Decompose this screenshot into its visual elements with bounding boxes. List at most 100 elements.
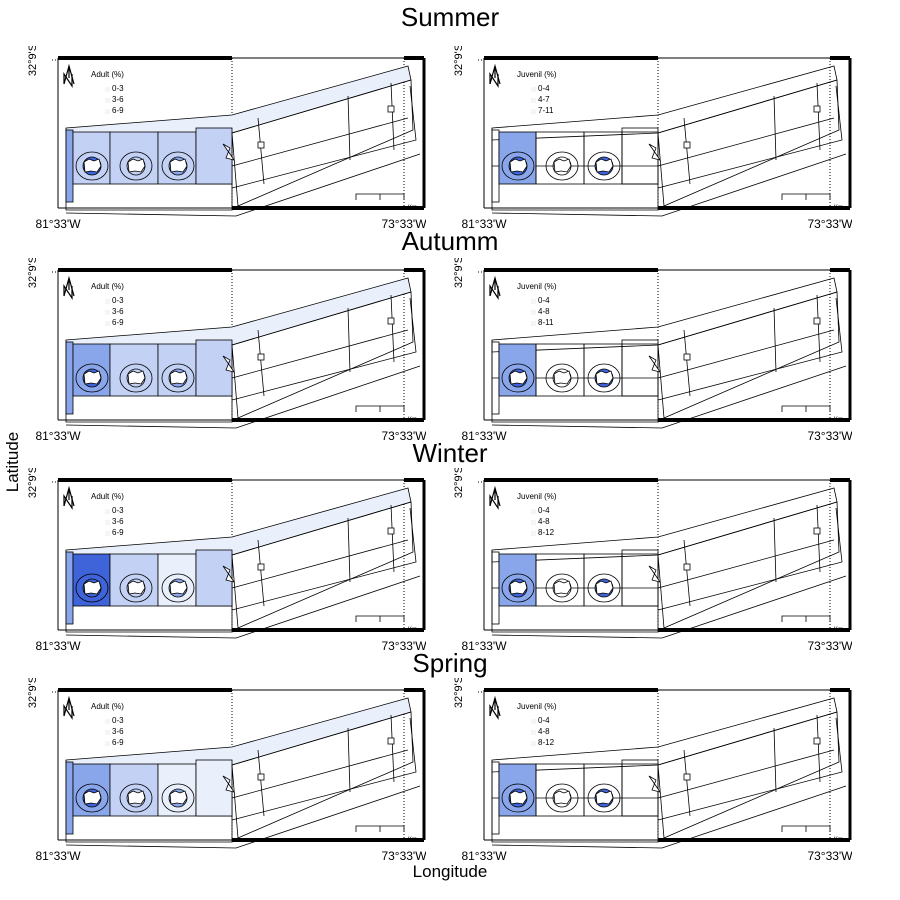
north-arrow-icon (489, 63, 501, 88)
north-arrow-icon (63, 63, 75, 88)
island-shape (169, 158, 188, 173)
legend-swatch (531, 531, 536, 536)
island-buffer-ring (119, 783, 153, 813)
legend-swatch (105, 98, 110, 103)
zone-cell-c5 (621, 549, 659, 607)
island-buffer-ring (161, 783, 195, 813)
north-arrow-icon (63, 695, 75, 720)
map-panel: 32°9'S 81°33'W 73°33'W Juvenil (%) 0-4 4-8 8-1… (453, 678, 852, 863)
map-panel: 32°9'S 81°33'W 73°33'W Juvenil (%) 0-4 4-7 7-1… (453, 46, 852, 231)
station-marker (813, 527, 821, 535)
island-buffer-ring (545, 783, 579, 813)
legend-swatch (531, 299, 536, 304)
map-panel: 32°9'S 81°33'W 73°33'W Adult (%) 0-3 3-6 6-9 Km (27, 258, 426, 443)
legend-class-label: 0-4 (538, 506, 550, 515)
island-shape (169, 370, 188, 385)
lon-tick-label-east: 73°33'W (807, 639, 852, 653)
zone-cell-c5 (195, 339, 233, 397)
map-panel: 32°9'S 81°33'W 73°33'W Adult (%) 0-3 3-6 6-9 Km (27, 678, 426, 863)
station-marker (683, 353, 691, 361)
island-buffer-ring (119, 573, 153, 603)
x-axis-title: Longitude (412, 862, 488, 881)
map-panel: 32°9'S 81°33'W 73°33'W Juvenil (%) 0-4 4-8 8-1… (453, 258, 852, 443)
legend-class-label: 8-12 (538, 528, 555, 537)
island-buffer-ring (75, 151, 109, 181)
scale-unit: Km (834, 837, 843, 843)
island-buffer-ring (161, 573, 195, 603)
island-shape (553, 158, 572, 173)
station-marker (387, 737, 395, 745)
island-shape (169, 790, 188, 805)
island-buffer-ring (501, 363, 535, 393)
island-shape (509, 370, 528, 385)
zone-cell-c2 (535, 763, 585, 817)
map-frame (478, 268, 852, 422)
map-frame (52, 268, 426, 422)
legend-swatch (105, 87, 110, 92)
legend-class-label: 7-11 (538, 106, 554, 115)
legend: Juvenil (%) 0-4 4-7 7-11 (517, 70, 557, 115)
map-panel: 32°9'S 81°33'W 73°33'W Juvenil (%) 0-4 4-8 8-1… (453, 468, 852, 653)
scale-bar (781, 825, 831, 832)
island-buffer-ring (501, 783, 535, 813)
island-shape (648, 565, 661, 583)
station-marker (257, 563, 265, 571)
zone-strip-left (65, 341, 74, 415)
station-marker (387, 105, 395, 113)
island-shape (509, 158, 528, 173)
island-shape (648, 143, 661, 161)
lon-tick-label-east: 73°33'W (381, 639, 426, 653)
island-shape (83, 790, 102, 805)
legend-title: Juvenil (%) (517, 70, 557, 79)
island-buffer-ring (75, 573, 109, 603)
legend-class-label: 6-9 (112, 106, 124, 115)
legend-class-label: 6-9 (112, 738, 124, 747)
legend-class-label: 4-8 (538, 727, 550, 736)
island-shape (127, 580, 146, 595)
island-shape (553, 580, 572, 595)
legend-class-label: 0-4 (538, 716, 550, 725)
island-shape (595, 790, 614, 805)
lon-tick-label-east: 73°33'W (807, 849, 852, 863)
lon-tick-label-west: 81°33'W (461, 849, 507, 863)
legend-swatch (105, 531, 110, 536)
legend-class-label: 0-4 (538, 296, 550, 305)
island-buffer-ring (545, 363, 579, 393)
lon-tick-label-west: 81°33'W (35, 639, 81, 653)
zone-cell-c5 (195, 127, 233, 185)
station-marker (683, 141, 691, 149)
island-shape (83, 580, 102, 595)
legend-swatch (105, 719, 110, 724)
island-buffer-ring (587, 573, 621, 603)
legend-swatch (105, 730, 110, 735)
lon-tick-label-west: 81°33'W (35, 429, 81, 443)
lon-tick-label-east: 73°33'W (807, 217, 852, 231)
scale-unit: Km (834, 205, 843, 211)
scale-bar (355, 825, 405, 832)
scale-bar (355, 615, 405, 622)
island-shape (83, 370, 102, 385)
legend: Juvenil (%) 0-4 4-8 8-11 (517, 282, 557, 327)
island-shape (648, 355, 661, 373)
legend-swatch (105, 321, 110, 326)
legend-swatch (105, 520, 110, 525)
island-shape (222, 143, 235, 161)
station-marker (683, 563, 691, 571)
north-arrow-icon (63, 485, 75, 510)
legend: Adult (%) 0-3 3-6 6-9 (91, 702, 124, 747)
legend-class-label: 6-9 (112, 318, 124, 327)
zone-cell-c5 (195, 549, 233, 607)
lat-tick-label: 32°9'S (453, 258, 465, 288)
island-buffer-ring (501, 573, 535, 603)
legend: Juvenil (%) 0-4 4-8 8-12 (517, 492, 557, 537)
island-buffer-ring (587, 151, 621, 181)
island-buffer-ring (161, 151, 195, 181)
north-arrow-icon (489, 695, 501, 720)
legend-class-label: 0-3 (112, 296, 124, 305)
scale-bar (781, 615, 831, 622)
station-marker (813, 317, 821, 325)
map-panel: 32°9'S 81°33'W 73°33'W Adult (%) 0-3 3-6 6-9 Km (27, 468, 426, 653)
island-shape (222, 565, 235, 583)
island-shape (553, 370, 572, 385)
north-arrow-icon (489, 485, 501, 510)
